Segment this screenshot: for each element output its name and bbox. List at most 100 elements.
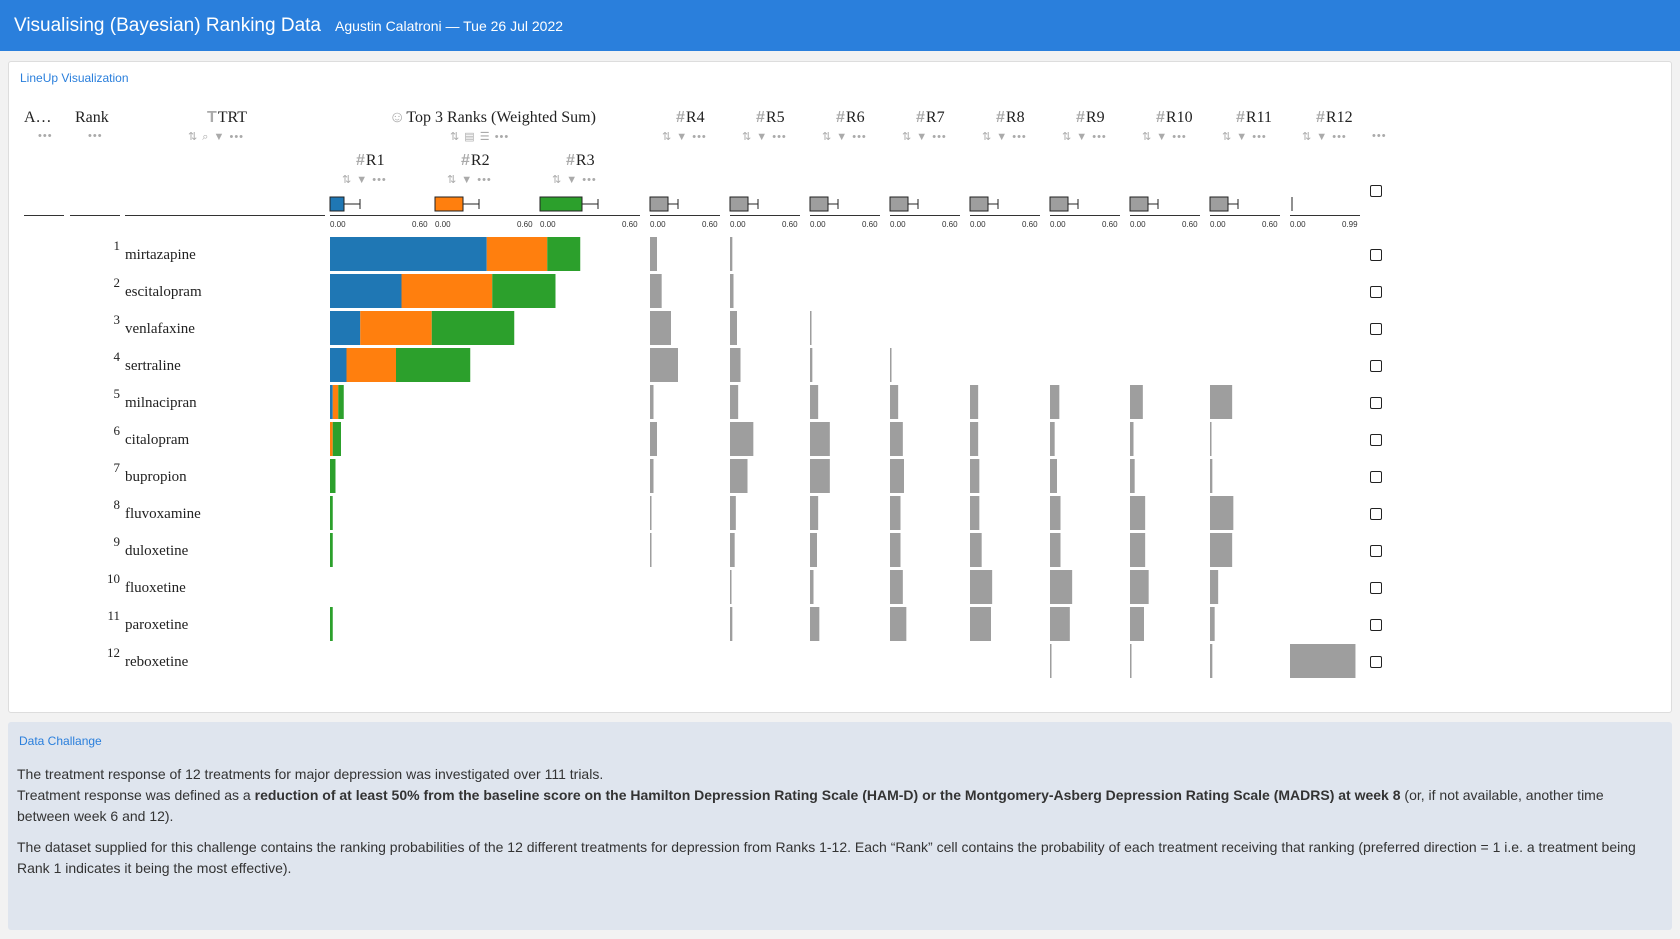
rank-bar-r4 <box>650 385 654 419</box>
column-combined-tools[interactable]: ⇅ ▤ ☰ ••• <box>450 130 509 143</box>
column-trt-tools[interactable]: ⇅ ⌕ ▼ ••• <box>188 130 244 144</box>
number-type-icon: # <box>356 152 365 169</box>
column-r3-tools[interactable]: ⇅ ▼ ••• <box>552 174 597 186</box>
row-select-checkbox[interactable] <box>1370 397 1382 409</box>
row-select-checkbox[interactable] <box>1370 508 1382 520</box>
rank-bar-r11 <box>1210 570 1219 604</box>
challenge-line-1: The treatment response of 12 treatments … <box>17 766 604 782</box>
row-select-checkbox[interactable] <box>1370 249 1382 261</box>
challenge-body: The treatment response of 12 treatments … <box>17 764 1657 889</box>
rank-bar-r4 <box>650 533 652 567</box>
column-header-r10[interactable]: #R10 <box>1156 109 1193 127</box>
column-r7-tools[interactable]: ⇅ ▼ ••• <box>902 131 947 143</box>
column-header-r6[interactable]: #R6 <box>836 109 865 127</box>
stacked-bar-r2 <box>346 348 396 382</box>
column-r2-tools[interactable]: ⇅ ▼ ••• <box>447 174 492 186</box>
rank-number: 12 <box>107 645 120 660</box>
column-r12-tools[interactable]: ⇅ ▼ ••• <box>1302 131 1347 143</box>
axis-min-label: 0.00 <box>810 220 826 229</box>
column-header-a[interactable]: A… <box>24 109 52 126</box>
row-select-checkbox[interactable] <box>1370 545 1382 557</box>
column-header-label: R8 <box>1005 109 1025 126</box>
column-header-r8[interactable]: #R8 <box>996 109 1025 127</box>
lineup-table: A… ••• Rank ••• TTRT ⇅ ⌕ ▼ ••• ☺Top 3 Ra… <box>24 109 1387 678</box>
column-r11-tools[interactable]: ⇅ ▼ ••• <box>1222 131 1267 143</box>
author-date: Agustin Calatroni — Tue 26 Jul 2022 <box>334 17 564 34</box>
column-header-r5[interactable]: #R5 <box>756 109 785 127</box>
column-header-r12[interactable]: #R12 <box>1316 109 1353 127</box>
row-select-checkbox[interactable] <box>1370 656 1382 668</box>
column-a-more-icon[interactable]: ••• <box>38 130 53 142</box>
stacked-icon[interactable]: ▤ <box>464 131 476 143</box>
column-r5-tools[interactable]: ⇅ ▼ ••• <box>742 131 787 143</box>
layout-icon[interactable]: ☰ <box>479 131 491 143</box>
rank-bar-r10 <box>1130 607 1144 641</box>
rank-bar-r9 <box>1050 607 1070 641</box>
column-r6-tools[interactable]: ⇅ ▼ ••• <box>822 131 867 143</box>
column-header-r1[interactable]: #R1 <box>356 152 385 170</box>
treatment-name: mirtazapine <box>125 247 196 263</box>
header-rule-rank <box>70 215 120 216</box>
more-icon[interactable]: ••• <box>229 131 245 143</box>
row-select-checkbox[interactable] <box>1370 323 1382 335</box>
column-header-r7[interactable]: #R7 <box>916 109 945 127</box>
rank-bar-r11 <box>1210 496 1234 530</box>
column-header-trt[interactable]: TTRT <box>207 109 247 127</box>
rank-bar-r7 <box>890 570 903 604</box>
column-r1-tools[interactable]: ⇅ ▼ ••• <box>342 174 387 186</box>
rank-bar-r7 <box>890 348 892 382</box>
axis-max-label: 0.60 <box>412 220 428 229</box>
boxplot-r5 <box>729 196 749 212</box>
column-r8-tools[interactable]: ⇅ ▼ ••• <box>982 131 1027 143</box>
treatment-name: escitalopram <box>125 284 202 300</box>
column-header-r3[interactable]: #R3 <box>566 152 595 170</box>
row-select-checkbox[interactable] <box>1370 434 1382 446</box>
rank-bar-r5 <box>730 570 732 604</box>
column-header-r9[interactable]: #R9 <box>1076 109 1105 127</box>
select-column-more-icon[interactable]: ••• <box>1372 130 1387 142</box>
column-header-rank[interactable]: Rank <box>75 109 109 126</box>
rank-bar-r5 <box>730 422 754 456</box>
column-header-r2[interactable]: #R2 <box>461 152 490 170</box>
column-r9-tools[interactable]: ⇅ ▼ ••• <box>1062 131 1107 143</box>
sort-alpha-icon[interactable]: ⇅ <box>188 131 199 143</box>
row-select-checkbox[interactable] <box>1370 471 1382 483</box>
rank-bar-r5 <box>730 459 748 493</box>
sort-numeric-icon[interactable]: ⇅ <box>450 131 461 143</box>
row-select-checkbox[interactable] <box>1370 582 1382 594</box>
axis-max-label: 0.60 <box>1102 220 1118 229</box>
column-r10-tools[interactable]: ⇅ ▼ ••• <box>1142 131 1187 143</box>
header-rule-r4 <box>650 215 720 216</box>
filter-icon[interactable]: ▼ <box>213 131 226 143</box>
rank-bar-r4 <box>650 274 662 308</box>
more-icon[interactable]: ••• <box>494 131 510 143</box>
axis-min-label: 0.00 <box>540 220 556 229</box>
column-header-r11[interactable]: #R11 <box>1236 109 1272 127</box>
column-header-combined-label: Top 3 Ranks (Weighted Sum) <box>406 109 596 126</box>
column-header-label: R2 <box>470 152 490 169</box>
column-header-combined[interactable]: ☺Top 3 Ranks (Weighted Sum) <box>389 109 596 127</box>
axis-max-label: 0.60 <box>1262 220 1278 229</box>
column-header-r4[interactable]: #R4 <box>676 109 705 127</box>
search-icon[interactable]: ⌕ <box>202 131 210 143</box>
column-header-label: R5 <box>765 109 785 126</box>
rank-number: 8 <box>113 497 121 512</box>
rank-bar-r4 <box>650 237 657 271</box>
select-all-checkbox[interactable] <box>1370 185 1382 197</box>
lineup-card: LineUp Visualization <box>8 61 1672 713</box>
challenge-line-2-pre: Treatment response was defined as a <box>17 787 255 803</box>
rank-bar-r4 <box>650 422 657 456</box>
rank-number: 10 <box>107 571 120 586</box>
column-rank-more-icon[interactable]: ••• <box>88 130 103 142</box>
boxplot-r8 <box>969 196 989 212</box>
rank-bar-r6 <box>810 348 813 382</box>
number-type-icon: # <box>1316 109 1325 126</box>
number-type-icon: # <box>1156 109 1165 126</box>
rank-bar-r8 <box>970 459 980 493</box>
rank-bar-r9 <box>1050 644 1052 678</box>
rank-bar-r10 <box>1130 496 1146 530</box>
row-select-checkbox[interactable] <box>1370 286 1382 298</box>
row-select-checkbox[interactable] <box>1370 360 1382 372</box>
row-select-checkbox[interactable] <box>1370 619 1382 631</box>
column-r4-tools[interactable]: ⇅ ▼ ••• <box>662 131 707 143</box>
